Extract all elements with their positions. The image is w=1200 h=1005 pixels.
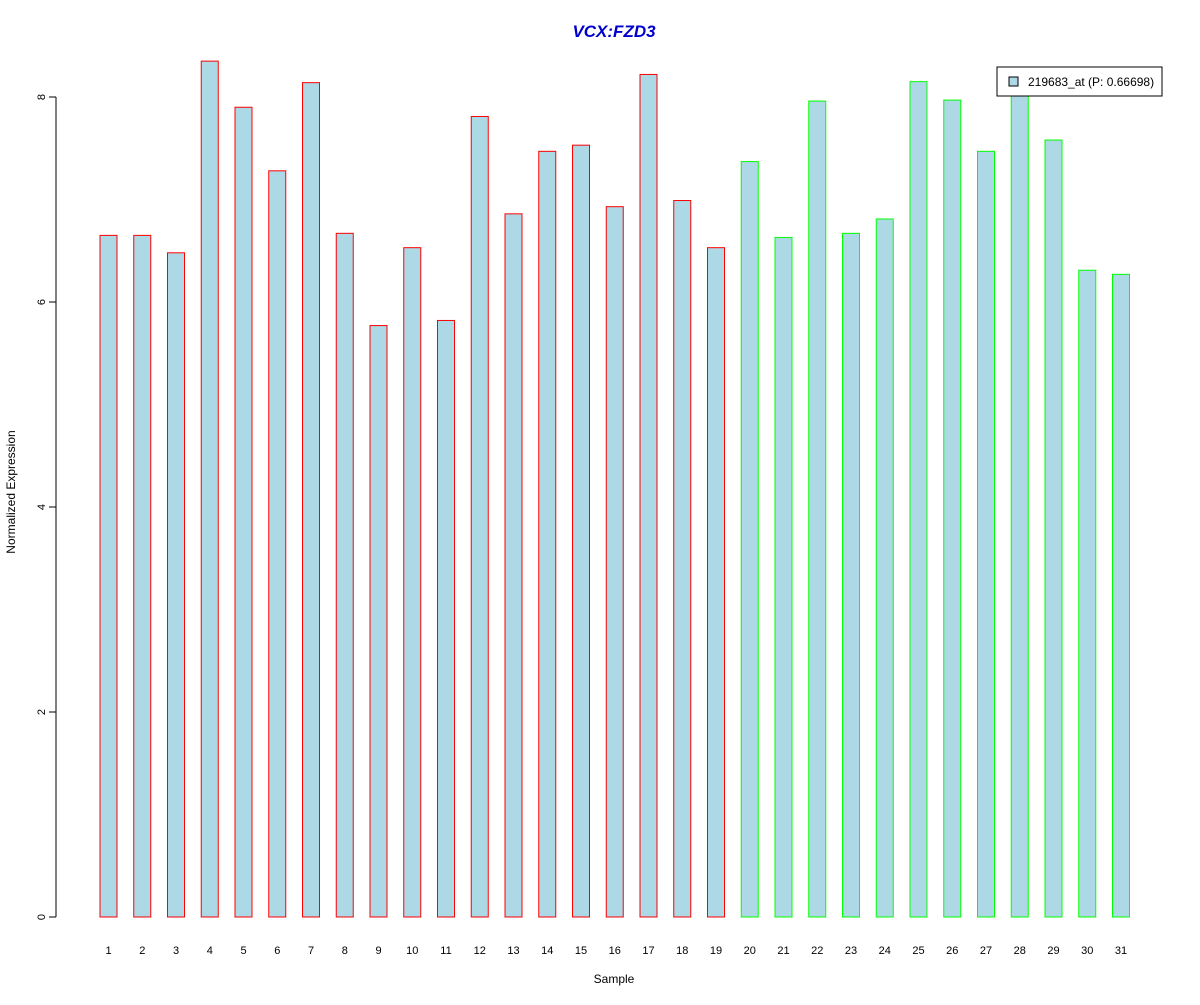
bar-sample-12 <box>470 115 489 918</box>
x-tick-label: 7 <box>308 945 314 957</box>
x-tick-label: 14 <box>541 945 553 957</box>
bar-sample-6 <box>268 170 287 918</box>
x-tick-label: 5 <box>240 945 246 957</box>
x-tick-label: 20 <box>744 945 756 957</box>
bar-series <box>99 60 1130 918</box>
x-axis-tick-labels: 1 2 3 4 5 6 7 8 9 10 11 12 13 14 15 16 17 18 19 20 21 22 23 24 2… <box>105 945 1127 957</box>
x-tick-label: 15 <box>575 945 587 957</box>
y-axis-label: Normalized Expression <box>4 430 18 553</box>
bar-sample-18 <box>673 200 692 918</box>
x-tick-label: 16 <box>609 945 621 957</box>
y-tick-label: 0 <box>36 914 48 920</box>
bar-sample-2 <box>133 234 152 918</box>
bar-sample-11 <box>437 319 455 918</box>
bar-sample-15 <box>572 144 590 918</box>
x-tick-label: 30 <box>1081 945 1093 957</box>
legend-entry-label: 219683_at (P: 0.66698) <box>1028 75 1154 89</box>
bar-sample-19 <box>707 247 725 918</box>
x-tick-label: 27 <box>980 945 992 957</box>
x-tick-label: 25 <box>912 945 924 957</box>
bar-sample-27 <box>977 150 995 918</box>
x-tick-label: 8 <box>342 945 348 957</box>
bar-sample-4 <box>200 60 219 918</box>
bar-sample-28 <box>1010 91 1029 918</box>
x-tick-label: 13 <box>507 945 519 957</box>
x-tick-label: 12 <box>474 945 486 957</box>
y-tick-label: 4 <box>36 504 48 510</box>
x-tick-label: 10 <box>406 945 418 957</box>
x-tick-label: 18 <box>676 945 688 957</box>
bar-sample-20 <box>740 161 759 918</box>
x-tick-label: 3 <box>173 945 179 957</box>
bar-sample-31 <box>1112 273 1130 918</box>
x-tick-label: 31 <box>1115 945 1127 957</box>
x-tick-label: 4 <box>207 945 213 957</box>
bar-sample-30 <box>1078 269 1097 918</box>
bar-sample-8 <box>335 232 354 918</box>
x-tick-label: 19 <box>710 945 722 957</box>
x-tick-label: 28 <box>1014 945 1026 957</box>
x-tick-label: 11 <box>440 945 451 957</box>
bar-sample-9 <box>369 325 388 918</box>
bar-sample-16 <box>605 206 624 918</box>
x-tick-label: 21 <box>777 945 789 957</box>
x-tick-label: 9 <box>375 945 381 957</box>
x-tick-label: 6 <box>274 945 280 957</box>
legend-swatch <box>1008 76 1019 87</box>
bar-sample-25 <box>909 81 928 918</box>
bar-sample-24 <box>875 218 894 918</box>
bar-sample-7 <box>302 82 320 918</box>
x-tick-label: 1 <box>105 945 111 957</box>
y-tick-label: 8 <box>36 94 48 100</box>
bar-sample-22 <box>808 100 827 918</box>
legend: 219683_at (P: 0.66698) <box>996 66 1163 97</box>
bar-sample-5 <box>234 106 253 918</box>
bar-sample-21 <box>774 236 793 918</box>
legend-box <box>996 66 1163 97</box>
y-tick-label: 2 <box>36 709 48 715</box>
bar-sample-3 <box>167 252 185 918</box>
bar-sample-14 <box>538 150 557 918</box>
x-tick-label: 23 <box>845 945 857 957</box>
y-axis: 0 2 4 6 8 <box>36 94 57 920</box>
bar-sample-13 <box>504 213 523 918</box>
chart-title: VCX:FZD3 <box>572 22 656 41</box>
bar-sample-29 <box>1044 139 1063 918</box>
bar-sample-17 <box>639 73 658 918</box>
x-tick-label: 2 <box>139 945 145 957</box>
x-tick-label: 29 <box>1047 945 1059 957</box>
x-tick-label: 17 <box>642 945 654 957</box>
x-tick-label: 26 <box>946 945 958 957</box>
x-axis-label: Sample <box>594 972 635 986</box>
y-tick-label: 6 <box>36 299 48 305</box>
bar-sample-26 <box>943 99 962 918</box>
bar-sample-10 <box>403 247 422 918</box>
x-tick-label: 24 <box>879 945 891 957</box>
bar-sample-1 <box>99 234 118 918</box>
bar-sample-23 <box>842 232 860 918</box>
x-tick-label: 22 <box>811 945 823 957</box>
